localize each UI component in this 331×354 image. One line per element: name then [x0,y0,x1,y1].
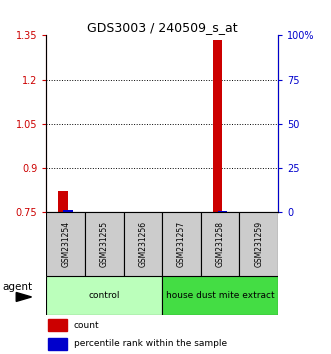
Bar [201,212,239,276]
Text: GSM231255: GSM231255 [100,221,109,267]
Text: GSM231258: GSM231258 [215,221,225,267]
Bar [239,212,278,276]
Bar [48,319,67,331]
Text: percentile rank within the sample: percentile rank within the sample [74,339,227,348]
Text: GSM231259: GSM231259 [254,221,263,267]
Bar [213,40,222,212]
Polygon shape [16,292,31,302]
Bar [63,210,73,212]
Text: GSM231257: GSM231257 [177,221,186,267]
Bar [218,211,227,212]
Bar [58,191,68,212]
Bar [48,338,67,350]
Bar [85,212,123,276]
Text: GSM231254: GSM231254 [61,221,70,267]
Title: GDS3003 / 240509_s_at: GDS3003 / 240509_s_at [87,21,238,34]
Text: count: count [74,321,100,330]
Bar [46,212,85,276]
Bar [46,276,162,315]
Bar [123,212,162,276]
Bar [162,212,201,276]
Text: agent: agent [2,282,32,292]
Text: house dust mite extract: house dust mite extract [166,291,274,300]
Text: GSM231256: GSM231256 [138,221,147,267]
Bar [162,276,278,315]
Text: control: control [88,291,120,300]
